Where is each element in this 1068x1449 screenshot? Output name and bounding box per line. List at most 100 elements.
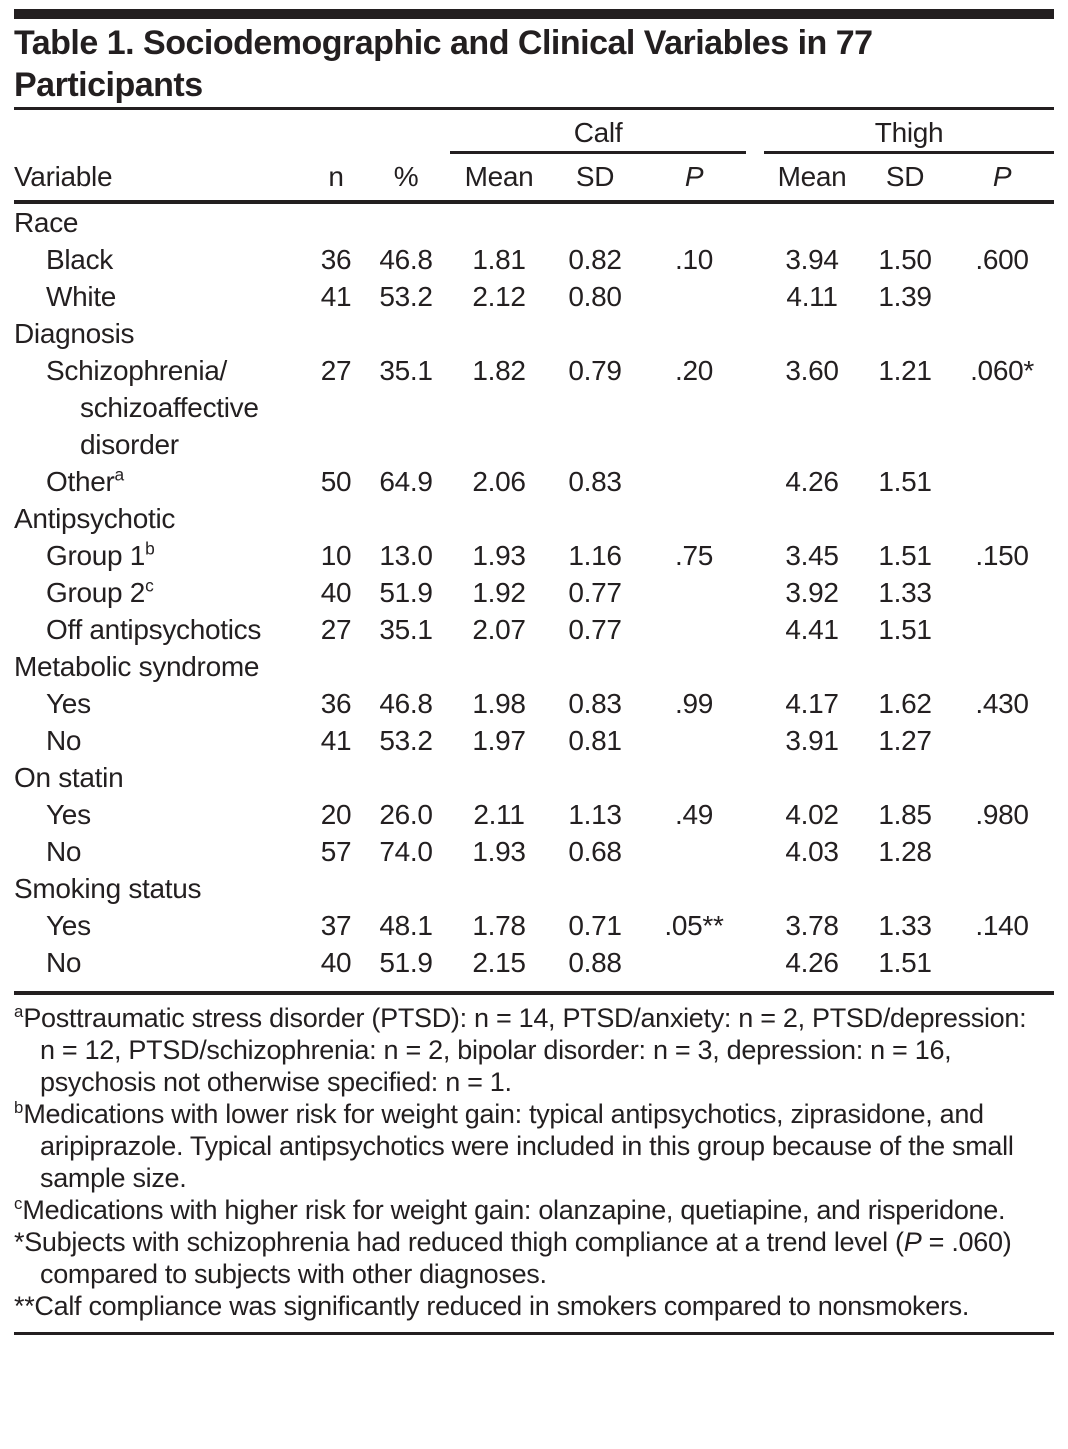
cell-n: 27	[320, 355, 352, 386]
cell-calf-sd: 0.82	[568, 244, 622, 275]
cell-calf-sd	[548, 500, 642, 537]
cell-thigh-p	[950, 759, 1054, 796]
cell-calf-p	[642, 944, 746, 981]
footnote-text: Medications with higher risk for weight …	[22, 1195, 1006, 1225]
cell-gap	[746, 611, 764, 648]
cell-calf-mean: 2.12	[472, 281, 526, 312]
footnote-marker: a	[14, 1002, 24, 1021]
cell-thigh-sd: 1.39	[878, 281, 932, 312]
row-label: Schizophrenia/​schizoaffective disorder	[46, 355, 259, 460]
table-row: Race	[14, 202, 1054, 241]
cell-calf-mean	[450, 648, 548, 685]
cell-calf-mean: 2.06	[472, 466, 526, 497]
cell-thigh-mean: 4.26	[785, 947, 839, 978]
cell-gap	[746, 722, 764, 759]
table-row: Black 36 46.8 1.81 0.82 .10 3.94 1.50 .6…	[14, 241, 1054, 278]
cell-calf-p	[642, 870, 746, 907]
cell-calf-p	[642, 315, 746, 352]
cell-thigh-mean: 4.03	[785, 836, 839, 867]
cell-thigh-p	[950, 202, 1054, 241]
cell-thigh-mean	[764, 648, 860, 685]
cell-calf-p: .05**	[664, 910, 724, 941]
cell-calf-mean	[450, 870, 548, 907]
row-label: Othera	[46, 464, 125, 497]
cell-calf-p	[642, 574, 746, 611]
cell-percent: 46.8	[379, 688, 433, 719]
cell-percent: 26.0	[379, 799, 433, 830]
cell-thigh-sd: 1.51	[878, 614, 932, 645]
row-label: Yes	[46, 910, 91, 941]
cell-thigh-sd	[860, 202, 950, 241]
cell-calf-p	[642, 202, 746, 241]
cell-calf-mean: 1.81	[472, 244, 526, 275]
cell-gap	[746, 833, 764, 870]
cell-calf-p: .49	[675, 799, 714, 830]
footnote-italic-text: P	[903, 1227, 922, 1257]
cell-thigh-p	[950, 278, 1054, 315]
cell-gap	[746, 648, 764, 685]
footnotes: aPosttraumatic stress disorder (PTSD): n…	[14, 1002, 1054, 1322]
cell-calf-p: .10	[675, 244, 714, 275]
cell-calf-p: .75	[675, 540, 714, 571]
footnote-marker: *	[14, 1227, 25, 1257]
cell-thigh-p	[950, 500, 1054, 537]
footnote: *Subjects with schizophrenia had reduced…	[14, 1226, 1054, 1290]
cell-n	[310, 870, 362, 907]
footnote: cMedications with higher risk for weight…	[14, 1194, 1054, 1226]
cell-thigh-p	[950, 611, 1054, 648]
cell-calf-p	[642, 722, 746, 759]
cell-gap	[746, 241, 764, 278]
cell-n	[310, 500, 362, 537]
cell-thigh-sd	[860, 870, 950, 907]
cell-calf-sd: 1.16	[568, 540, 622, 571]
table-row: Yes 20 26.0 2.11 1.13 .49 4.02 1.85 .980	[14, 796, 1054, 833]
cell-thigh-p	[950, 574, 1054, 611]
cell-percent: 64.9	[379, 466, 433, 497]
cell-thigh-sd: 1.62	[878, 688, 932, 719]
table-row: No 41 53.2 1.97 0.81 3.91 1.27	[14, 722, 1054, 759]
data-table: Calf Thigh Variable n % Mean SD P Mean S…	[14, 110, 1055, 981]
cell-calf-sd	[548, 870, 642, 907]
cell-thigh-p: .060*	[970, 355, 1034, 386]
cell-calf-sd	[548, 202, 642, 241]
cell-gap	[746, 278, 764, 315]
cell-thigh-mean	[764, 759, 860, 796]
cell-gap	[746, 352, 764, 463]
cell-calf-sd: 0.83	[568, 466, 622, 497]
column-header-thigh-mean: Mean	[764, 152, 861, 204]
table-bottom-divider	[14, 991, 1054, 995]
cell-n: 57	[320, 836, 352, 867]
column-header-variable: Variable	[14, 152, 310, 204]
cell-calf-mean: 1.78	[472, 910, 526, 941]
cell-calf-sd: 1.13	[568, 799, 622, 830]
cell-n: 40	[320, 577, 352, 608]
cell-thigh-p	[950, 463, 1054, 500]
row-label: Diagnosis	[14, 318, 135, 349]
table-top-border	[14, 9, 1054, 19]
cell-calf-mean: 2.15	[472, 947, 526, 978]
cell-thigh-p	[950, 833, 1054, 870]
cell-percent: 48.1	[379, 910, 433, 941]
cell-thigh-mean: 3.94	[785, 244, 839, 275]
cell-thigh-sd	[860, 315, 950, 352]
cell-calf-sd: 0.71	[568, 910, 622, 941]
cell-n	[310, 759, 362, 796]
table-row: Diagnosis	[14, 315, 1054, 352]
column-gap	[746, 110, 764, 152]
column-header-n: n	[310, 152, 362, 204]
cell-n: 20	[320, 799, 352, 830]
cell-thigh-p	[950, 944, 1054, 981]
cell-calf-sd: 0.79	[568, 355, 622, 386]
cell-thigh-sd: 1.51	[878, 540, 932, 571]
cell-gap	[746, 759, 764, 796]
column-header-percent: %	[362, 152, 450, 204]
cell-thigh-sd: 1.33	[878, 910, 932, 941]
table-body: Race Black 36 46.8 1.81 0.82 .10 3.94 1.…	[14, 202, 1054, 981]
column-header-calf-sd: SD	[548, 152, 642, 204]
cell-calf-sd	[548, 759, 642, 796]
column-header-thigh-p: P	[950, 152, 1055, 204]
footnote-text: Subjects with schizophrenia had reduced …	[24, 1227, 904, 1257]
table-row: Yes 37 48.1 1.78 0.71 .05** 3.78 1.33 .1…	[14, 907, 1054, 944]
footnote-text: Medications with lower risk for weight g…	[23, 1099, 1014, 1193]
